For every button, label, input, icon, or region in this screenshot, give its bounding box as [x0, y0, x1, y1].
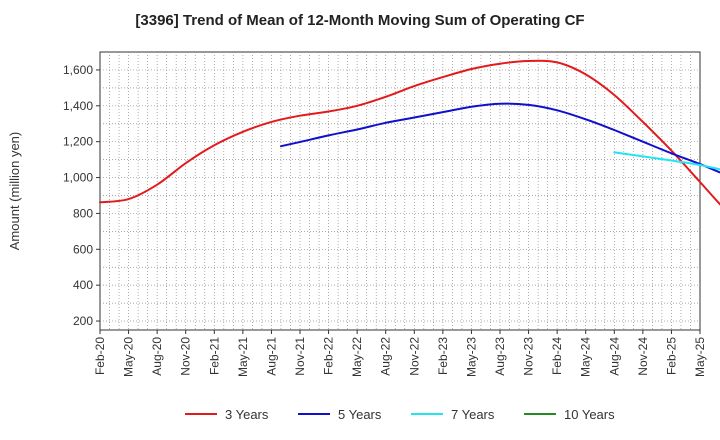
grid-lines [100, 52, 700, 330]
x-tick-label: Aug-23 [493, 337, 507, 376]
x-tick-label: Aug-21 [264, 337, 278, 376]
y-tick-label: 200 [73, 314, 93, 328]
y-axis-label: Amount (million yen) [7, 132, 22, 251]
x-tick-label: Nov-23 [522, 337, 536, 376]
y-tick-label: 400 [73, 278, 93, 292]
y-axis: 200 400 600 800 1,000 1,200 1,400 1,600 [63, 63, 100, 328]
chart-title: [3396] Trend of Mean of 12-Month Moving … [135, 12, 585, 29]
y-tick-label: 1,600 [63, 63, 93, 77]
x-tick-label: Nov-21 [293, 337, 307, 376]
series-lines [99, 59, 720, 206]
x-tick-label: May-23 [464, 337, 478, 377]
x-tick-label: Aug-24 [607, 337, 621, 376]
x-tick-label: Aug-22 [379, 337, 393, 376]
x-tick-label: Feb-24 [550, 337, 564, 375]
legend-label-10-years: 10 Years [564, 407, 615, 422]
x-tick-label: May-21 [236, 337, 250, 377]
legend-label-3-years: 3 Years [225, 407, 269, 422]
legend-label-5-years: 5 Years [338, 407, 382, 422]
x-tick-label: Feb-21 [207, 337, 221, 375]
series-line-7-years [613, 151, 720, 171]
series-line-5-years [280, 102, 720, 174]
legend-label-7-years: 7 Years [451, 407, 495, 422]
x-tick-label: Feb-22 [322, 337, 336, 375]
x-tick-label: Nov-24 [636, 337, 650, 376]
x-tick-label: May-25 [693, 337, 707, 377]
y-tick-label: 800 [73, 206, 93, 220]
x-tick-label: May-24 [579, 337, 593, 377]
y-tick-label: 1,200 [63, 135, 93, 149]
y-tick-label: 1,400 [63, 99, 93, 113]
plot-area [99, 51, 701, 331]
x-tick-label: Aug-20 [150, 337, 164, 376]
x-tick-label: Feb-25 [664, 337, 678, 375]
y-tick-label: 600 [73, 242, 93, 256]
x-tick-label: May-22 [350, 337, 364, 377]
x-tick-label: Feb-23 [436, 337, 450, 375]
x-tick-label: May-20 [122, 337, 136, 377]
x-tick-label: Nov-20 [179, 337, 193, 376]
x-tick-label: Feb-20 [93, 337, 107, 375]
x-axis: Feb-20 May-20 Aug-20 Nov-20 Feb-21 May-21 Aug-… [93, 330, 707, 377]
legend: 3 Years 5 Years 7 Years 10 Years [185, 407, 615, 422]
y-tick-label: 1,000 [63, 171, 93, 185]
x-tick-label: Nov-22 [407, 337, 421, 376]
series-line-3-years [99, 59, 720, 206]
